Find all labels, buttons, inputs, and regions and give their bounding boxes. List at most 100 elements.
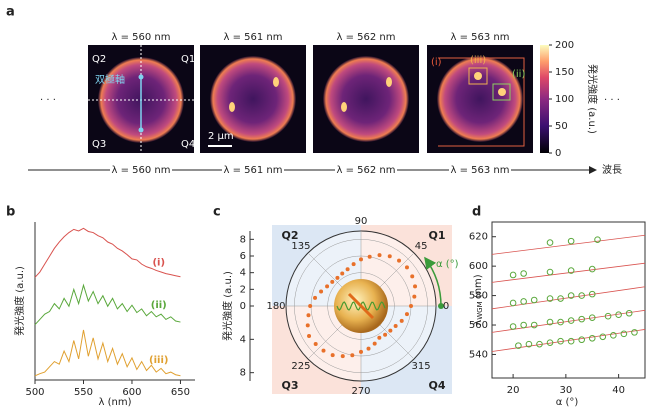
data-point	[588, 314, 596, 321]
quadrant-label: Q1	[181, 54, 195, 65]
data-point	[509, 323, 517, 330]
data-point	[567, 317, 575, 324]
data-point	[372, 341, 377, 346]
y-axis-label: 発光強度 (a.u.)	[221, 271, 234, 341]
y-axis-label: λWGM (nm)	[473, 274, 484, 325]
colorbar-label: 発光強度 (a.u.)	[586, 64, 599, 134]
data-point	[399, 318, 404, 323]
y-tick-label: 600	[469, 261, 488, 272]
quadrant-label: Q2	[281, 229, 298, 242]
x-tick-label: 40	[612, 385, 625, 396]
data-point	[340, 354, 345, 359]
data-point	[546, 295, 554, 302]
quadrant-label: Q4	[428, 379, 445, 392]
data-point	[351, 262, 356, 267]
data-point	[557, 295, 564, 302]
data-point	[367, 254, 372, 259]
data-point	[397, 258, 402, 263]
series-label: (iii)	[149, 355, 168, 366]
wavelength-label: λ = 560 nm	[112, 165, 171, 176]
spectrum	[34, 227, 181, 278]
data-point	[578, 292, 585, 299]
theta-tick-label: 45	[415, 241, 428, 252]
data-point	[625, 309, 633, 317]
data-point	[509, 299, 517, 307]
data-point	[557, 318, 564, 326]
label-bg	[222, 163, 284, 177]
colorbar	[540, 45, 549, 153]
quadrant-label: Q2	[92, 54, 106, 65]
data-point	[325, 284, 330, 289]
hot-spot	[229, 102, 235, 112]
quadrant-label: Q4	[181, 139, 195, 150]
data-point	[620, 330, 628, 338]
data-point	[366, 346, 371, 351]
spectrum	[34, 283, 181, 326]
data-point	[306, 313, 311, 318]
data-point	[530, 321, 538, 329]
x-tick-label: 550	[74, 387, 93, 398]
quadrant-label: Q3	[92, 139, 106, 150]
fit-line	[491, 286, 646, 310]
data-point	[546, 268, 554, 276]
y-tick-label: 4	[240, 334, 246, 345]
data-point	[599, 333, 607, 341]
scale-bar-label: 2 μm	[208, 131, 234, 142]
data-point	[509, 271, 517, 279]
wavelength-label: λ = 562 nm	[337, 165, 396, 176]
hot-spot	[498, 88, 506, 96]
data-point	[546, 339, 554, 346]
hot-spot	[273, 77, 279, 87]
angle-arrow	[424, 256, 442, 307]
data-point	[615, 311, 622, 319]
data-point	[340, 271, 345, 276]
x-tick-label: 600	[122, 387, 141, 398]
y-tick-label: 620	[469, 232, 488, 243]
wavelength-end-label: 波長	[602, 163, 622, 176]
image-title: λ = 560 nm	[112, 32, 171, 43]
data-point	[567, 292, 575, 299]
data-point	[319, 289, 324, 294]
data-point	[409, 304, 413, 308]
hot-spot	[341, 102, 347, 112]
data-point	[383, 332, 388, 337]
hot-spot	[386, 77, 392, 87]
data-point	[377, 253, 382, 258]
data-point	[305, 323, 310, 328]
data-point	[578, 336, 585, 344]
y-tick-label: 540	[469, 349, 488, 360]
x-axis-label: λ (nm)	[99, 397, 132, 408]
x-tick-label: 650	[171, 387, 190, 398]
data-point	[404, 312, 409, 317]
dipole-arrow	[347, 292, 375, 320]
data-point	[536, 340, 543, 348]
theta-tick-label: 135	[291, 241, 310, 252]
data-point	[330, 353, 335, 358]
y-tick-label: 0	[240, 301, 246, 312]
data-point	[393, 324, 398, 328]
quadrant-label: Q1	[428, 229, 445, 242]
wavelength-label: λ = 561 nm	[224, 165, 283, 176]
region-box	[492, 83, 511, 101]
data-point	[359, 349, 363, 354]
particle	[323, 56, 409, 142]
image-title: λ = 563 nm	[451, 32, 510, 43]
particle	[210, 56, 296, 142]
colorbar-tick-label: 100	[555, 94, 574, 105]
ellipsis: · · ·	[40, 95, 56, 106]
data-point	[350, 353, 355, 358]
angle-label: α (°)	[436, 259, 459, 270]
data-point	[578, 315, 585, 323]
theta-tick-label: 315	[412, 361, 431, 372]
y-tick-label: 580	[469, 291, 488, 302]
region-frame	[438, 57, 525, 147]
image-title: λ = 562 nm	[337, 32, 396, 43]
y-axis-label-main: λ	[473, 320, 484, 326]
y-tick-label: 4	[240, 268, 246, 279]
label-bg	[449, 163, 511, 177]
data-point	[404, 265, 409, 270]
y-tick-label: 560	[469, 320, 488, 331]
data-point	[557, 337, 564, 345]
data-point	[610, 332, 617, 339]
region-box	[468, 67, 488, 85]
